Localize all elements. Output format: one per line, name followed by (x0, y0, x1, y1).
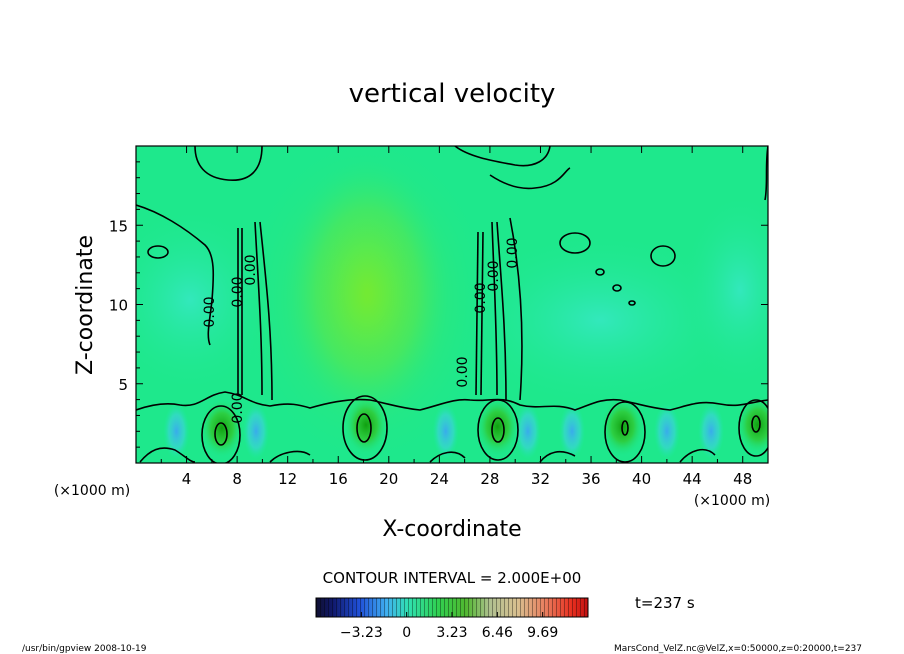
contour-lines (136, 146, 768, 463)
downdraft-cell-4 (514, 403, 541, 460)
y-tick-label: 5 (118, 376, 128, 394)
time-label: t=237 s (635, 594, 695, 612)
x-tick-label: 32 (531, 470, 550, 488)
x-tick-label: 24 (430, 470, 449, 488)
x-tick-label: 40 (632, 470, 651, 488)
contour-cell-right-a (559, 232, 591, 254)
downdraft-cell-2 (243, 403, 270, 460)
updraft-cell-3 (475, 396, 520, 457)
y-axis: 5 10 15 (109, 161, 768, 448)
updraft-contour-5 (738, 399, 768, 457)
y-axis-label: Z-coordinate (73, 235, 98, 375)
cyan-wash-far-right (680, 190, 768, 390)
contour-interval-text: CONTOUR INTERVAL = 2.000E+00 (323, 569, 582, 587)
contour-strand-8 (496, 221, 507, 401)
y-tick-label: 15 (109, 217, 128, 235)
contour-label: 0.00 (455, 356, 471, 387)
colorbar-tick-label: −3.23 (340, 625, 383, 641)
contour-right-diagonal (489, 167, 571, 190)
central-plume-halo (237, 146, 497, 463)
x-tick-label: 44 (683, 470, 702, 488)
x-tick-label: 28 (480, 470, 499, 488)
updraft-cell-2 (344, 394, 389, 455)
contour-label: 0.00 (202, 296, 218, 327)
contour-strand-3 (254, 221, 263, 396)
colorbar-tick-label: 0 (402, 625, 411, 641)
x-axis-label: X-coordinate (382, 517, 521, 542)
chart-title: vertical velocity (349, 79, 556, 109)
contour-ground (136, 391, 768, 411)
cyan-wash-right (450, 230, 750, 410)
x-tick-label: 16 (329, 470, 348, 488)
x-unit-left: (×1000 m) (54, 483, 130, 499)
contour-top-left-lobe (194, 146, 263, 181)
velocity-field (136, 146, 768, 463)
colorbar-tick-label: 6.46 (482, 625, 513, 641)
contour-label: 0.00 (230, 276, 246, 307)
contour-label: 0.00 (473, 282, 489, 313)
updraft-contour-5-inner (751, 415, 761, 433)
contour-strand-9 (509, 217, 523, 401)
updraft-contour-3 (477, 399, 519, 461)
contour-label: 0.00 (243, 254, 259, 285)
contour-label: 0.00 (486, 260, 502, 291)
colorbar: −3.23 0 3.23 6.46 9.69 (315, 597, 589, 641)
contour-left-edge (136, 204, 215, 346)
footer-right: MarsCond_VelZ.nc@VelZ,x=0:50000,z=0:2000… (614, 644, 862, 654)
contour-strand-6 (480, 231, 484, 396)
x-tick-label: 8 (232, 470, 242, 488)
x-axis: 4 8 12 16 20 24 28 32 36 40 44 48 (160, 146, 752, 488)
updraft-contour-2-inner (356, 413, 372, 443)
colorbar-tick-label: 3.23 (436, 625, 467, 641)
contour-cell-right-e (628, 300, 636, 306)
x-tick-label: 48 (733, 470, 752, 488)
updraft-contour-1-inner (214, 422, 228, 446)
footer-left: /usr/bin/gpview 2008-10-19 (22, 644, 147, 654)
y-tick-label: 10 (109, 297, 128, 315)
contour-cell-left (147, 245, 169, 259)
updraft-contour-4 (604, 401, 646, 463)
contour-cell-right-d (612, 284, 622, 292)
contour-ground-lower (139, 447, 716, 463)
contour-labels: 0.000.000.000.000.000.000.000.00 (202, 237, 521, 423)
x-tick-label: 12 (278, 470, 297, 488)
contour-cell-right-c (595, 268, 605, 276)
x-tick-label: 20 (379, 470, 398, 488)
downdraft-cell-3 (432, 403, 459, 460)
contour-top-center (454, 146, 551, 167)
updraft-contour-2 (342, 395, 388, 461)
contour-label: 0.00 (230, 392, 246, 423)
colorbar-tick-label: 9.69 (527, 625, 558, 641)
contour-label: 0.00 (505, 237, 521, 268)
downdraft-cell-5 (559, 403, 586, 460)
contour-cell-right-b (650, 245, 676, 267)
updraft-contour-3-inner (491, 417, 505, 443)
x-unit-right: (×1000 m) (694, 493, 770, 509)
downdraft-cell-6 (653, 403, 680, 460)
x-tick-label: 36 (581, 470, 600, 488)
contour-strand-4 (259, 221, 273, 401)
updraft-contour-1 (201, 405, 241, 463)
downdraft-cell-7 (698, 403, 725, 460)
downdraft-cell-1 (163, 403, 190, 460)
updraft-contour-4-inner (621, 420, 629, 436)
contour-strand-5 (475, 231, 479, 396)
colorbar-stripes (316, 598, 588, 617)
x-tick-label: 4 (182, 470, 192, 488)
contour-strand-7 (491, 221, 498, 396)
